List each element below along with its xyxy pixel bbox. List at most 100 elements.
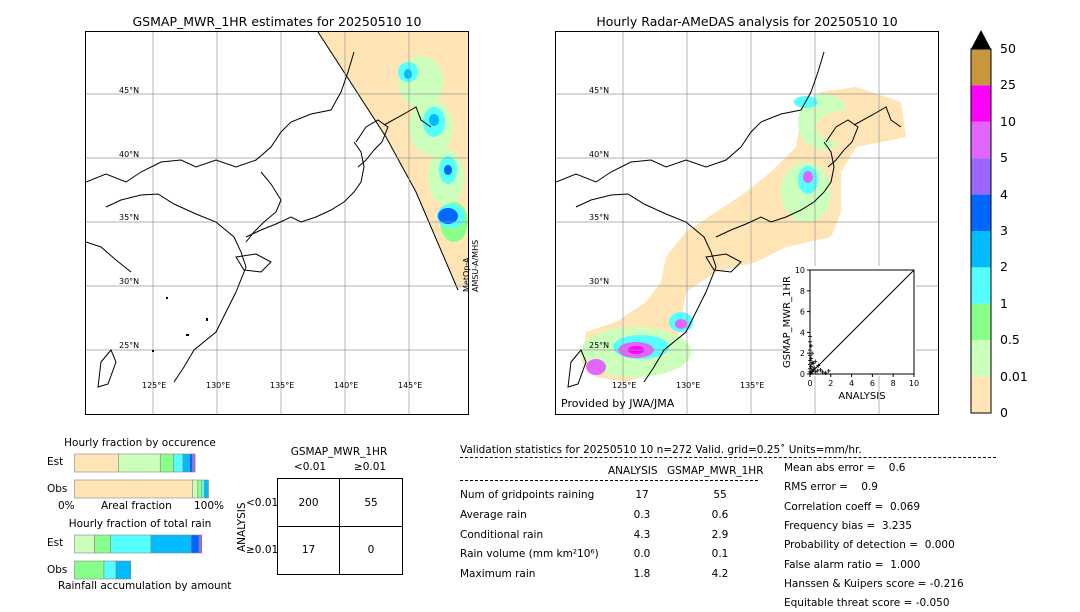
sensor-name: AMSU-A/MHS — [471, 239, 480, 292]
scatter-chart: 0 2 4 6 8 10 0 2 4 6 8 10 ANALYSIS GSMAP_MWR_1HR — [782, 266, 919, 402]
scatter-point — [808, 334, 812, 339]
colorbar-tick-label: 0 — [1000, 405, 1008, 420]
validation-divider — [460, 480, 758, 481]
lat-label: 30°N — [589, 277, 610, 286]
swath-edge — [317, 32, 459, 291]
occurrence-row-label: Obs — [47, 483, 68, 495]
stat-analysis-value: 17 — [635, 489, 649, 501]
colorbar-cell — [971, 340, 991, 377]
x-tick-label: 2 — [828, 379, 833, 388]
colorbar-tick-label: 0.01 — [1000, 368, 1028, 384]
bar-segment — [159, 453, 174, 473]
x-tick-label: 8 — [891, 379, 896, 388]
colorbar-tick-label: 1 — [1000, 295, 1008, 311]
total-rain-xlabel: Rainfall accumulation by amount — [58, 580, 232, 592]
scatter-point — [810, 351, 815, 356]
lon-label: 145°E — [398, 381, 423, 390]
colorbar-tick-label: 50 — [1000, 41, 1016, 56]
occurrence-axis-min: 0% — [58, 500, 75, 512]
occurrence-axis-max: 100% — [194, 500, 225, 512]
colorbar-cell — [971, 49, 991, 86]
colorbar-tick-label: 25 — [1000, 77, 1016, 93]
x-tick-label: 10 — [909, 379, 919, 388]
score-line: Frequency bias = 3.235 — [784, 519, 912, 532]
coastline — [86, 51, 432, 388]
scatter-point — [823, 370, 828, 375]
occurrence-chart-title: Hourly fraction by occurence — [64, 437, 216, 449]
rain-blob — [675, 319, 687, 329]
scatter-point — [816, 363, 821, 368]
bar-segment — [192, 453, 196, 473]
stat-gsmap-value: 55 — [713, 489, 727, 501]
lat-label: 25°N — [119, 341, 140, 350]
score-line: Probability of detection = 0.000 — [784, 539, 955, 552]
bar-segment — [201, 479, 205, 499]
lon-label: 125°E — [142, 381, 167, 390]
contingency-col-header: ≥0.01 — [353, 461, 387, 473]
lon-label: 130°E — [676, 381, 701, 390]
colorbar-tick-label: 2 — [1000, 259, 1008, 275]
rain-blob — [429, 114, 439, 126]
bar-segment — [74, 479, 193, 499]
lon-label: 135°E — [740, 381, 765, 390]
scatter-point — [818, 367, 823, 372]
left-map-title: GSMAP_MWR_1HR estimates for 20250510 10 — [132, 14, 422, 29]
bar-segment — [94, 534, 111, 554]
colorbar-cell — [971, 85, 991, 122]
stat-analysis-value: 1.8 — [633, 568, 651, 580]
x-tick-label: 6 — [870, 379, 875, 388]
coastline — [556, 51, 902, 388]
left-map-canvas — [86, 32, 468, 414]
y-tick-label: 6 — [800, 308, 805, 317]
bar-segment — [189, 453, 193, 473]
lat-label: 45°N — [589, 86, 610, 95]
bar-segment — [74, 534, 95, 554]
scatter-point — [815, 368, 820, 373]
colorbar-cell — [971, 303, 991, 341]
contingency-row-header: <0.01 — [246, 497, 279, 509]
score-line: RMS error = 0.9 — [784, 481, 878, 494]
scatter-point — [808, 339, 812, 344]
total-rain-bars — [74, 534, 203, 580]
scatter-point — [811, 361, 816, 366]
validation-divider — [460, 457, 996, 458]
scatter-ylabel: GSMAP_MWR_1HR — [782, 276, 793, 368]
stat-label: Num of gridpoints raining — [460, 489, 595, 501]
rain-blob — [586, 359, 606, 375]
rain-blob — [404, 69, 412, 79]
col-header-gsmap: GSMAP_MWR_1HR — [667, 465, 764, 477]
score-line: Correlation coeff = 0.069 — [784, 500, 920, 513]
score-line: Mean abs error = 0.6 — [784, 462, 906, 474]
stat-label: Average rain — [460, 509, 527, 521]
lon-label: 130°E — [206, 381, 231, 390]
coverage-area — [816, 109, 896, 145]
bar-segment — [103, 560, 117, 580]
lat-label: 25°N — [589, 341, 610, 350]
lat-label: 40°N — [589, 150, 610, 159]
colorbar-tick-label: 4 — [1000, 186, 1008, 202]
small-islands — [152, 297, 208, 352]
bar-segment — [190, 534, 200, 554]
bar-segment — [118, 453, 161, 473]
lon-label: 135°E — [270, 381, 295, 390]
contingency-cell: 55 — [364, 497, 378, 509]
stat-gsmap-value: 0.1 — [711, 548, 729, 560]
stat-gsmap-value: 2.9 — [711, 529, 729, 541]
lat-label: 35°N — [589, 213, 610, 222]
bar-segment — [192, 479, 199, 499]
score-line: False alarm ratio = 1.000 — [784, 558, 921, 571]
scatter-point — [808, 366, 812, 371]
y-tick-label: 2 — [800, 349, 805, 358]
scatter-xlabel: ANALYSIS — [838, 391, 885, 402]
coverage-area — [581, 87, 906, 382]
colorbar-tick-label: 5 — [1000, 150, 1008, 166]
total-rain-row-label: Est — [47, 537, 64, 549]
lon-label: 125°E — [612, 381, 637, 390]
bar-segment — [204, 479, 209, 499]
contingency-cell: 200 — [298, 497, 319, 509]
colorbar-tick-label: 3 — [1000, 223, 1008, 238]
rain-blob — [803, 171, 813, 183]
rain-blob — [444, 165, 452, 175]
colorbar-tick-label: 10 — [1000, 113, 1016, 129]
scatter-point — [808, 358, 812, 363]
